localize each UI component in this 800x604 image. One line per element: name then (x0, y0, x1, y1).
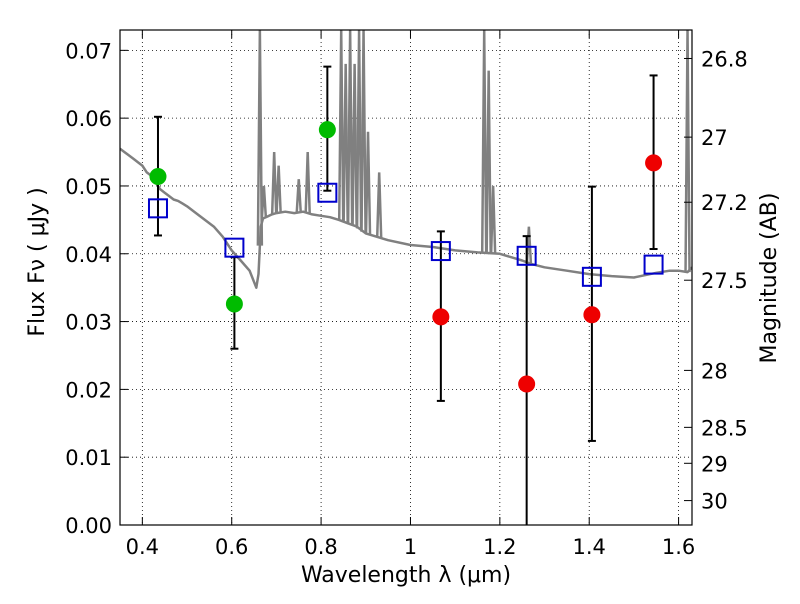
spectrum-emission-spike (351, 63, 358, 226)
right-tick-label: 30 (701, 490, 728, 514)
x-tick-label: 0.8 (304, 535, 337, 559)
model-point (224, 237, 245, 258)
spectrum-line (120, 147, 692, 289)
grid (120, 30, 692, 526)
right-tick-label: 28.5 (701, 416, 748, 440)
spectrum-emission-spike (375, 172, 383, 238)
spectrum-emission-spike (364, 131, 372, 235)
y-tick-label: 0.02 (65, 378, 112, 402)
spectrum-emission-spike (355, 30, 363, 229)
spectrum-emission-spike (342, 63, 349, 223)
spectrum-emission-spike (684, 30, 691, 273)
x-tick-label: 1.2 (483, 535, 516, 559)
x-tick-label: 1.6 (662, 535, 695, 559)
data-point (518, 375, 536, 393)
data-points (147, 65, 664, 525)
y-tick-label: 0.05 (65, 175, 112, 199)
plot-frame (119, 29, 693, 526)
spectrum-emission-spike (337, 30, 345, 221)
x-tick-label: 1 (404, 535, 417, 559)
spectrum-emission-spike (260, 185, 268, 219)
spectrum-emission-spike (360, 30, 367, 232)
x-axis-label: Wavelength λ (μm) (301, 563, 511, 588)
data-point (432, 308, 450, 326)
model-point (643, 254, 664, 275)
data-point (225, 295, 243, 313)
right-tick-label: 27.5 (701, 269, 748, 293)
data-point (318, 121, 336, 139)
spectrum-emission-spike (295, 179, 302, 213)
y-tick-label: 0.03 (65, 311, 112, 335)
y-tick-label: 0.01 (65, 446, 112, 470)
y-tick-label: 0.04 (65, 243, 112, 267)
model-point (430, 241, 451, 262)
right-tick-label: 29 (701, 452, 728, 476)
model-point (317, 182, 338, 203)
right-tick-label: 26.8 (701, 47, 748, 71)
x-tick-label: 0.6 (215, 535, 248, 559)
y-tick-label: 0.07 (65, 39, 112, 63)
x-tick-label: 1.4 (573, 535, 606, 559)
right-tick-label: 28 (701, 359, 728, 383)
data-point (583, 306, 601, 324)
model-point (516, 245, 537, 266)
data-point (149, 167, 167, 185)
axes: 0.4 0.6 0.8 1 1.2 1.4 1.6 0.00 0.01 0.02 0.03 0.04 0… (65, 29, 748, 559)
x-tick-label: 0.4 (126, 535, 159, 559)
data-point (645, 154, 663, 172)
spectrum-emission-spike (275, 165, 282, 213)
y-tick-label: 0.00 (65, 514, 112, 538)
spectrum-emission-spike (480, 30, 488, 253)
spectrum-emission-spike (346, 30, 354, 225)
right-tick-label: 27.2 (701, 191, 748, 215)
right-axis-label: Magnitude (AB) (757, 193, 782, 364)
right-tick-label: 27 (701, 126, 728, 150)
model-point (581, 266, 602, 287)
spectrum-emission-spike (489, 185, 497, 254)
y-axis-label: Flux Fν ( μJy ) (25, 187, 50, 336)
model-spectrum (120, 30, 692, 289)
spectrum-emission-spike (485, 70, 492, 254)
spectrum-emission-spike (256, 30, 264, 246)
model-point (147, 198, 168, 219)
y-tick-label: 0.06 (65, 107, 112, 131)
spectrum-emission-spike (270, 152, 278, 214)
spectrum-emission-spike (304, 152, 311, 214)
